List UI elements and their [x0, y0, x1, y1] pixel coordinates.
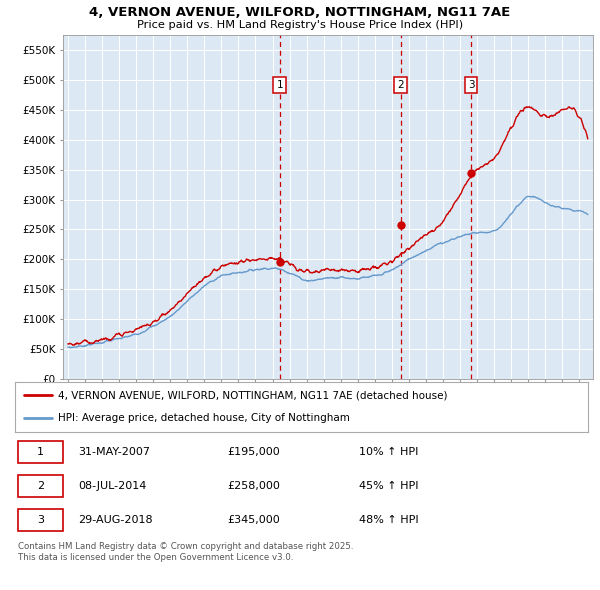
Text: £195,000: £195,000	[227, 447, 280, 457]
FancyBboxPatch shape	[18, 509, 62, 531]
Text: 10% ↑ HPI: 10% ↑ HPI	[359, 447, 418, 457]
Text: 3: 3	[468, 80, 475, 90]
Text: 08-JUL-2014: 08-JUL-2014	[78, 481, 146, 491]
Text: 1: 1	[277, 80, 283, 90]
Text: 45% ↑ HPI: 45% ↑ HPI	[359, 481, 418, 491]
FancyBboxPatch shape	[18, 441, 62, 463]
Text: 3: 3	[37, 515, 44, 525]
Text: 29-AUG-2018: 29-AUG-2018	[78, 515, 152, 525]
Text: 31-MAY-2007: 31-MAY-2007	[78, 447, 150, 457]
Text: £345,000: £345,000	[227, 515, 280, 525]
Text: Price paid vs. HM Land Registry's House Price Index (HPI): Price paid vs. HM Land Registry's House …	[137, 20, 463, 30]
Text: 2: 2	[397, 80, 404, 90]
Text: Contains HM Land Registry data © Crown copyright and database right 2025.
This d: Contains HM Land Registry data © Crown c…	[18, 542, 353, 562]
Text: 48% ↑ HPI: 48% ↑ HPI	[359, 515, 418, 525]
Text: 4, VERNON AVENUE, WILFORD, NOTTINGHAM, NG11 7AE (detached house): 4, VERNON AVENUE, WILFORD, NOTTINGHAM, N…	[58, 390, 448, 400]
Text: 4, VERNON AVENUE, WILFORD, NOTTINGHAM, NG11 7AE: 4, VERNON AVENUE, WILFORD, NOTTINGHAM, N…	[89, 6, 511, 19]
Text: 1: 1	[37, 447, 44, 457]
Text: HPI: Average price, detached house, City of Nottingham: HPI: Average price, detached house, City…	[58, 413, 350, 423]
Text: £258,000: £258,000	[227, 481, 280, 491]
FancyBboxPatch shape	[18, 475, 62, 497]
Text: 2: 2	[37, 481, 44, 491]
